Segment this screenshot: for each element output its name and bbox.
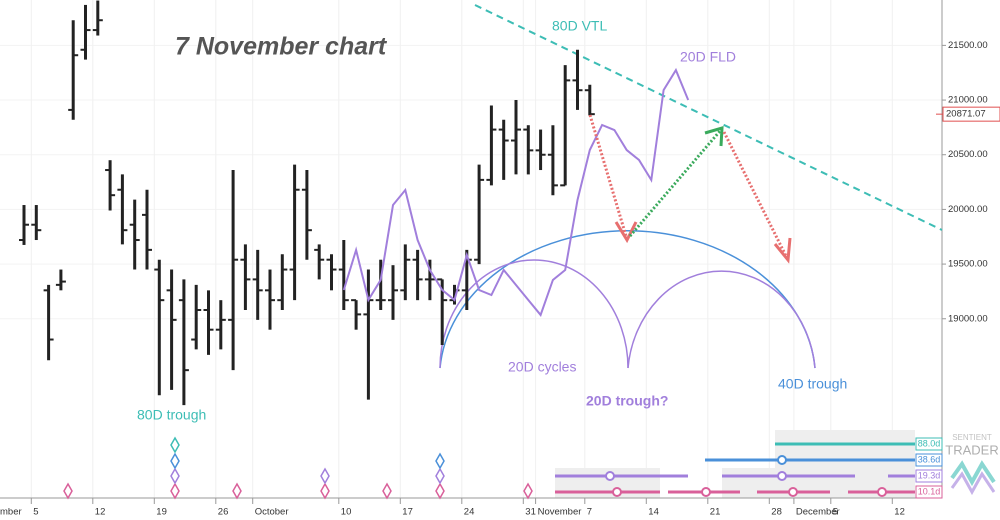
arrow: [722, 131, 788, 257]
label-box: [915, 485, 943, 499]
price-bars: [19, 0, 690, 406]
cycle-dot: [788, 487, 798, 497]
cycle-label: 10.1d: [918, 486, 941, 496]
diamond: [382, 482, 392, 500]
arrow: [588, 114, 628, 237]
cycle-dot: [612, 487, 622, 497]
arrowhead: [704, 125, 724, 147]
cycle-panel: [555, 442, 915, 497]
label-box: [915, 469, 943, 483]
x-tick-label: 17: [402, 507, 413, 518]
y-tick-label: 19500.00: [948, 259, 988, 270]
annotation: 20D cycles: [508, 359, 576, 375]
diamond: [63, 482, 73, 500]
grid: [0, 0, 946, 504]
x-tick-label: 10: [341, 507, 352, 518]
cycle-dot: [777, 471, 787, 481]
diamond: [170, 452, 180, 470]
watermark-text: SENTIENT: [952, 433, 992, 442]
y-tick-label: 20500.00: [948, 149, 988, 160]
arrows: [588, 114, 792, 264]
watermark-logo: [950, 471, 996, 496]
watermark: SENTIENT TRADER: [945, 433, 999, 496]
x-tick-label: 28: [771, 507, 782, 518]
diamond: [320, 482, 330, 500]
x-tick-label: 31: [525, 507, 536, 518]
label-box: [915, 437, 943, 451]
cycle-dot: [701, 487, 711, 497]
diamond: [170, 436, 180, 454]
x-tick-label: 7: [587, 507, 592, 518]
x-tick-label: November: [538, 507, 582, 518]
diamond: [435, 482, 445, 500]
watermark-text: TRADER: [945, 442, 998, 457]
label-box: [915, 453, 943, 467]
y-tick-label: 21500.00: [948, 40, 988, 51]
annotation: 40D trough: [778, 376, 847, 392]
cycle-dot: [777, 455, 787, 465]
diamond: [435, 467, 445, 485]
cycle-dot: [605, 471, 615, 481]
cycle-labels: 88.0d 38.6d 19.3d 10.1d: [915, 437, 943, 499]
cycle-20d-arc: [439, 259, 629, 369]
y-tick-label: 20000.00: [948, 204, 988, 215]
diamond: [170, 467, 180, 485]
x-tick-label: 5: [833, 507, 838, 518]
arrowhead: [614, 221, 638, 244]
x-tick-label: 19: [156, 507, 167, 518]
x-tick-label: October: [255, 507, 289, 518]
cycle-label: 19.3d: [918, 470, 941, 480]
price-tag-label: 20871.07: [946, 109, 986, 120]
arrow: [628, 130, 722, 237]
x-tick-label: December: [796, 507, 840, 518]
cycle-dot: [877, 487, 887, 497]
annotation: 20D FLD: [680, 49, 736, 65]
diamond: [320, 467, 330, 485]
y-tick-label: 21000.00: [948, 95, 988, 106]
x-tick-label: 21: [710, 507, 721, 518]
diamond: [232, 482, 242, 500]
chart-title: 7 November chart: [175, 33, 388, 61]
fld-line: [342, 67, 690, 317]
cycle-label: 38.6d: [918, 454, 941, 464]
price-tag: 20871.07: [936, 106, 1000, 122]
arrowhead: [773, 237, 792, 264]
x-tick-label: 5: [33, 507, 38, 518]
x-tick-label: 12: [95, 507, 106, 518]
diamond: [170, 482, 180, 500]
x-tick-label: 12: [894, 507, 905, 518]
x-tick-label: 24: [464, 507, 475, 518]
annotation: 80D VTL: [552, 18, 607, 34]
watermark-logo: [950, 460, 996, 487]
vtl-line: [474, 4, 943, 231]
diamond: [435, 452, 445, 470]
annotation: 80D trough: [137, 407, 206, 423]
annotation: 20D trough?: [586, 393, 668, 409]
y-tick-label: 19000.00: [948, 313, 988, 324]
diamond: [523, 482, 533, 500]
cycle-20d-arc: [627, 270, 816, 369]
trough-markers: [63, 436, 533, 500]
x-tick-label: mber: [0, 507, 22, 518]
cycle-label: 88.0d: [918, 438, 941, 448]
panel-shade: [775, 430, 915, 498]
x-tick-label: 14: [648, 507, 659, 518]
x-tick-label: 26: [218, 507, 229, 518]
